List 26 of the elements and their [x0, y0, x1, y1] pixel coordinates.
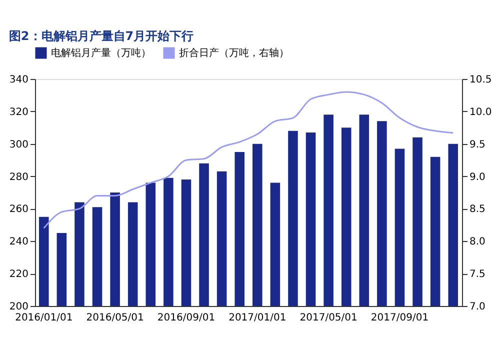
y2-tick-label: 10.0	[470, 106, 492, 118]
x-tick-label: 2016/05/01	[86, 312, 144, 324]
legend-label: 电解铝月产量（万吨）	[51, 47, 151, 59]
x-tick-label: 2017/05/01	[300, 312, 358, 324]
y-tick-label: 260	[9, 204, 28, 216]
y-tick-label: 280	[9, 172, 28, 183]
y-tick-label: 340	[9, 74, 28, 86]
legend-label: 折合日产（万吨，右轴）	[179, 47, 289, 59]
x-tick-label: 2016/01/01	[15, 312, 73, 324]
x-tick-label: 2017/09/01	[370, 312, 429, 324]
line-series	[43, 91, 454, 229]
chart-title: 图2：电解铝月产量自7月开始下行	[8, 29, 194, 43]
x-tick-label: 2017/01/01	[228, 312, 286, 324]
y-tick-label: 300	[9, 139, 28, 150]
y2-tick-label: 7.0	[470, 302, 486, 312]
y2-tick-label: 7.5	[470, 269, 486, 280]
y2-tick-label: 9.5	[470, 139, 486, 150]
y-tick-label: 320	[9, 106, 28, 118]
y2-tick-label: 8.0	[470, 236, 486, 248]
x-tick-label: 2016/09/01	[157, 312, 216, 324]
y-tick-label: 220	[9, 269, 28, 280]
y2-tick-label: 10.5	[470, 74, 492, 86]
y-tick-label: 240	[9, 236, 28, 248]
y-tick-label: 200	[9, 302, 28, 312]
y2-tick-label: 8.5	[470, 204, 486, 216]
y2-tick-label: 9.0	[470, 172, 486, 183]
